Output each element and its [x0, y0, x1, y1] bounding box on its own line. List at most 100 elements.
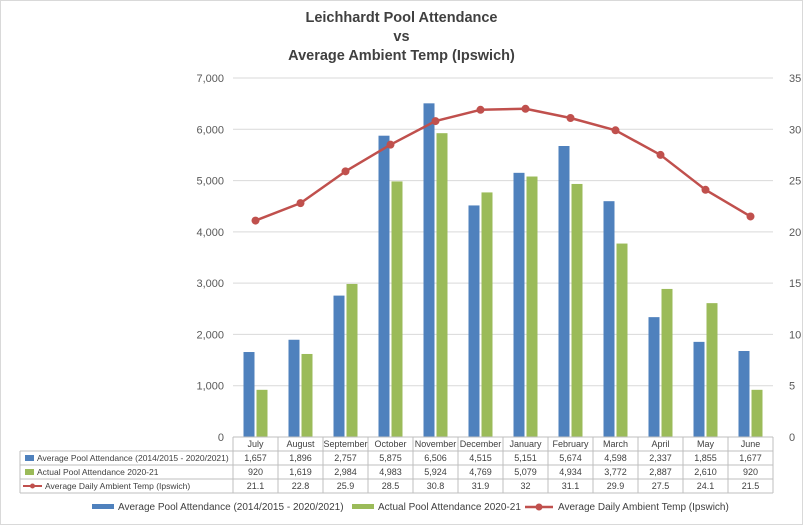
table-value: 2,887 [649, 467, 672, 477]
temp-point [611, 126, 620, 135]
temp-line [255, 107, 752, 222]
right-axis-tick-label: 0 [789, 432, 795, 444]
left-axis-tick-label: 2,000 [196, 329, 224, 341]
bar-avg-attendance [423, 103, 435, 437]
table-value: 4,769 [469, 467, 492, 477]
table-value: 27.5 [652, 481, 670, 491]
table-value: 28.5 [382, 481, 400, 491]
category-label: December [460, 439, 502, 449]
temp-point [521, 104, 530, 113]
legend-label: Actual Pool Attendance 2020-21 [378, 502, 521, 513]
category-label: October [374, 439, 406, 449]
table-value: 25.9 [337, 481, 355, 491]
right-axis-tick-label: 25 [789, 176, 801, 188]
legend-key [352, 504, 374, 509]
bar-avg-attendance [333, 295, 345, 437]
table-value: 4,983 [379, 467, 402, 477]
legend-key [535, 503, 543, 511]
bar-actual-attendance [346, 283, 358, 437]
right-axis-tick-label: 35 [789, 73, 801, 85]
bar-avg-attendance [603, 201, 615, 437]
table-legend-key [25, 469, 34, 475]
legend-key [92, 504, 114, 509]
right-axis-tick-label: 5 [789, 381, 795, 393]
table-legend-key [30, 483, 35, 489]
bar-avg-attendance [648, 317, 660, 437]
chart-title-line-2: vs [393, 29, 410, 45]
line-series [251, 104, 755, 225]
table-series-name: Actual Pool Attendance 2020-21 [37, 467, 159, 477]
right-axis-tick-label: 15 [789, 278, 801, 290]
table-value: 21.1 [247, 481, 265, 491]
bar-actual-attendance [706, 303, 718, 437]
table-value: 4,515 [469, 453, 492, 463]
temp-point [296, 199, 305, 208]
table-value: 21.5 [742, 481, 760, 491]
temp-point [476, 105, 485, 114]
right-axis: 0 5 10 15 20 25 30 35 [789, 73, 801, 444]
left-axis-tick-label: 3,000 [196, 278, 224, 290]
table-series-name: Average Pool Attendance (2014/2015 - 202… [37, 453, 229, 463]
bar-actual-attendance [481, 192, 493, 437]
gridlines [233, 77, 773, 438]
chart-title-line-3: Average Ambient Temp (Ipswich) [288, 48, 515, 64]
table-value: 3,772 [604, 467, 627, 477]
temp-point [431, 117, 440, 126]
data-table: July August September October November Decemb… [19, 436, 774, 494]
chart-title-line-1: Leichhardt Pool Attendance [305, 10, 498, 26]
left-axis-tick-label: 6,000 [196, 124, 224, 136]
bar-avg-attendance [693, 341, 705, 437]
left-axis-tick-label: 4,000 [196, 227, 224, 239]
category-label: November [415, 439, 457, 449]
right-axis-tick-label: 30 [789, 124, 801, 136]
bar-actual-attendance [616, 243, 628, 437]
bar-avg-attendance [288, 339, 300, 437]
temp-point [251, 216, 260, 225]
bar-actual-attendance [526, 176, 538, 438]
bar-actual-attendance [751, 389, 763, 437]
table-value: 1,677 [739, 453, 762, 463]
temp-point [656, 150, 665, 159]
table-value: 2,984 [334, 467, 357, 477]
bar-avg-attendance [243, 352, 255, 437]
table-value: 30.8 [427, 481, 445, 491]
table-value: 1,657 [244, 453, 267, 463]
bar-series [243, 103, 763, 438]
table-value: 31.9 [472, 481, 490, 491]
table-series-name: Average Daily Ambient Temp (Ipswich) [45, 481, 190, 491]
table-value: 2,757 [334, 453, 357, 463]
bar-actual-attendance [661, 288, 673, 437]
table-value: 5,151 [514, 453, 537, 463]
table-value: 1,896 [289, 453, 312, 463]
bar-actual-attendance [436, 133, 448, 438]
category-label: March [603, 439, 628, 449]
left-axis-tick-label: 7,000 [196, 73, 224, 85]
table-legend-key [25, 455, 34, 461]
temp-point [341, 167, 350, 176]
bar-avg-attendance [468, 205, 480, 437]
right-axis-tick-label: 10 [789, 329, 801, 341]
table-value: 5,674 [559, 453, 582, 463]
table-value: 2,610 [694, 467, 717, 477]
table-value: 22.8 [292, 481, 310, 491]
temp-point [566, 114, 575, 123]
table-value: 24.1 [697, 481, 715, 491]
left-axis-tick-label: 1,000 [196, 381, 224, 393]
left-axis: 0 1,000 2,000 3,000 4,000 5,000 6,000 7,000 [196, 73, 224, 444]
table-value: 5,924 [424, 467, 447, 477]
category-label: July [247, 439, 264, 449]
category-label: June [741, 439, 761, 449]
category-label: September [323, 439, 367, 449]
bar-actual-attendance [301, 353, 313, 437]
right-axis-tick-label: 20 [789, 227, 801, 239]
table-value: 1,855 [694, 453, 717, 463]
left-axis-tick-label: 0 [218, 432, 224, 444]
table-value: 5,079 [514, 467, 537, 477]
bar-avg-attendance [513, 172, 525, 438]
table-value: 2,337 [649, 453, 672, 463]
bar-avg-attendance [738, 350, 750, 437]
bar-actual-attendance [256, 389, 268, 437]
left-axis-tick-label: 5,000 [196, 176, 224, 188]
table-value: 5,875 [379, 453, 402, 463]
